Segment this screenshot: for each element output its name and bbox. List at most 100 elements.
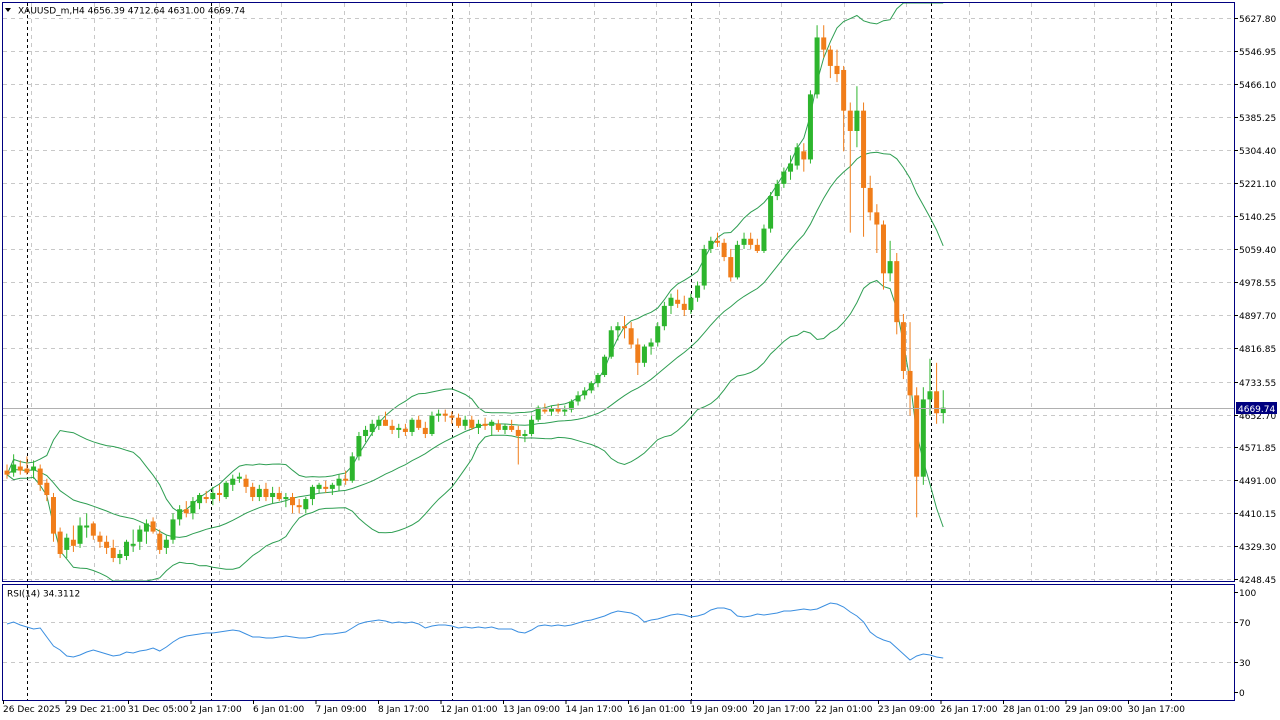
candle-body — [276, 492, 282, 500]
bear-candle — [216, 484, 222, 502]
bear-candle — [635, 338, 641, 376]
candle-body — [336, 478, 342, 486]
candle-body — [482, 423, 488, 426]
period-separators — [27, 3, 1172, 700]
candle-body — [203, 497, 209, 500]
candle-body — [807, 94, 813, 160]
bull-candle — [475, 419, 481, 434]
candle-body — [183, 509, 189, 514]
time-tick-label: 8 Jan 17:00 — [378, 705, 430, 715]
bear-candle — [422, 421, 428, 439]
bull-candle — [236, 472, 242, 483]
candle-body — [70, 539, 76, 546]
candle-body — [316, 484, 322, 489]
bear-candle — [900, 314, 906, 380]
bull-candle — [31, 460, 37, 479]
bear-candle — [894, 252, 900, 335]
candle-body — [117, 553, 123, 559]
bull-candle — [582, 387, 588, 400]
candle-body — [190, 501, 196, 514]
candle-body — [309, 486, 315, 500]
bollinger-lower-band — [6, 279, 944, 582]
price-tick-label: 4248.45 — [1239, 576, 1276, 586]
candle-body — [814, 37, 820, 95]
candle-body — [595, 375, 601, 384]
bull-candle — [695, 281, 701, 302]
price-tick-label: 5385.25 — [1239, 114, 1276, 124]
bear-candle — [801, 143, 807, 172]
candle-body — [163, 539, 169, 548]
bull-candle — [190, 497, 196, 520]
bull-candle — [283, 492, 289, 508]
bear-candle — [389, 419, 395, 434]
bear-candle — [17, 460, 23, 475]
bear-candle — [827, 45, 833, 79]
candle-body — [329, 484, 335, 489]
bear-candle — [243, 474, 249, 493]
candle-body — [688, 297, 694, 310]
bull-candle — [303, 497, 309, 514]
bear-candle — [880, 220, 886, 290]
candle-body — [887, 261, 893, 274]
bear-candle — [57, 527, 63, 559]
price-tick-label: 4652.70 — [1239, 412, 1276, 422]
time-tick-label: 20 Jan 17:00 — [753, 705, 810, 715]
time-tick-label: 28 Jan 01:00 — [1003, 705, 1060, 715]
bear-candle — [509, 419, 515, 432]
candle-body — [655, 326, 661, 343]
bear-candle — [841, 65, 847, 152]
bull-candle — [223, 480, 229, 500]
bull-candle — [197, 492, 203, 510]
candle-body — [57, 531, 63, 554]
bear-candle — [402, 423, 408, 437]
candle-body — [628, 328, 634, 345]
candle-body — [210, 492, 216, 500]
rsi-series — [6, 602, 944, 661]
bear-candle — [290, 492, 296, 514]
price-tick-label: 5466.10 — [1239, 81, 1276, 91]
price-tick-label: 5546.95 — [1239, 48, 1276, 58]
candle-body — [24, 468, 30, 473]
time-tick-label: 31 Dec 05:00 — [128, 705, 189, 715]
bear-candle — [24, 456, 30, 475]
candle-body — [376, 419, 382, 426]
chevron-down-icon[interactable] — [5, 8, 11, 12]
candle-body — [588, 383, 594, 391]
candle-body — [369, 423, 375, 432]
candle-body — [555, 408, 561, 412]
bull-candle — [363, 425, 369, 443]
bull-candle — [648, 338, 654, 355]
time-tick-label: 14 Jan 17:00 — [566, 705, 623, 715]
candle-body — [801, 151, 807, 160]
bull-candle — [309, 484, 315, 506]
candle-body — [734, 244, 740, 278]
candle-body — [622, 326, 628, 329]
time-tick-label: 2 Jan 17:00 — [191, 705, 243, 715]
time-tick-label: 13 Jan 09:00 — [503, 705, 560, 715]
rsi-axis: 100 70 30 0 — [1234, 589, 1256, 699]
candle-body — [721, 242, 727, 258]
bull-candle — [608, 326, 614, 359]
bear-candle — [183, 501, 189, 518]
bear-candle — [416, 415, 422, 430]
candle-body — [880, 224, 886, 274]
candle-body — [90, 523, 96, 536]
bull-candle — [688, 293, 694, 315]
bull-candle — [781, 167, 787, 188]
bull-candle — [137, 525, 143, 550]
candle-body — [416, 419, 422, 428]
bull-candle — [741, 232, 747, 249]
bull-candle — [429, 411, 435, 437]
candle-body — [681, 303, 687, 310]
candle-body — [130, 543, 136, 546]
bear-candle — [4, 464, 10, 479]
bear-candle — [622, 316, 628, 339]
bear-candle — [714, 232, 720, 247]
bear-candle — [628, 322, 634, 349]
candle-body — [50, 497, 56, 534]
bull-candle — [529, 415, 535, 437]
bull-candle — [668, 293, 674, 315]
bear-candle — [675, 289, 681, 308]
candle-body — [97, 535, 103, 542]
